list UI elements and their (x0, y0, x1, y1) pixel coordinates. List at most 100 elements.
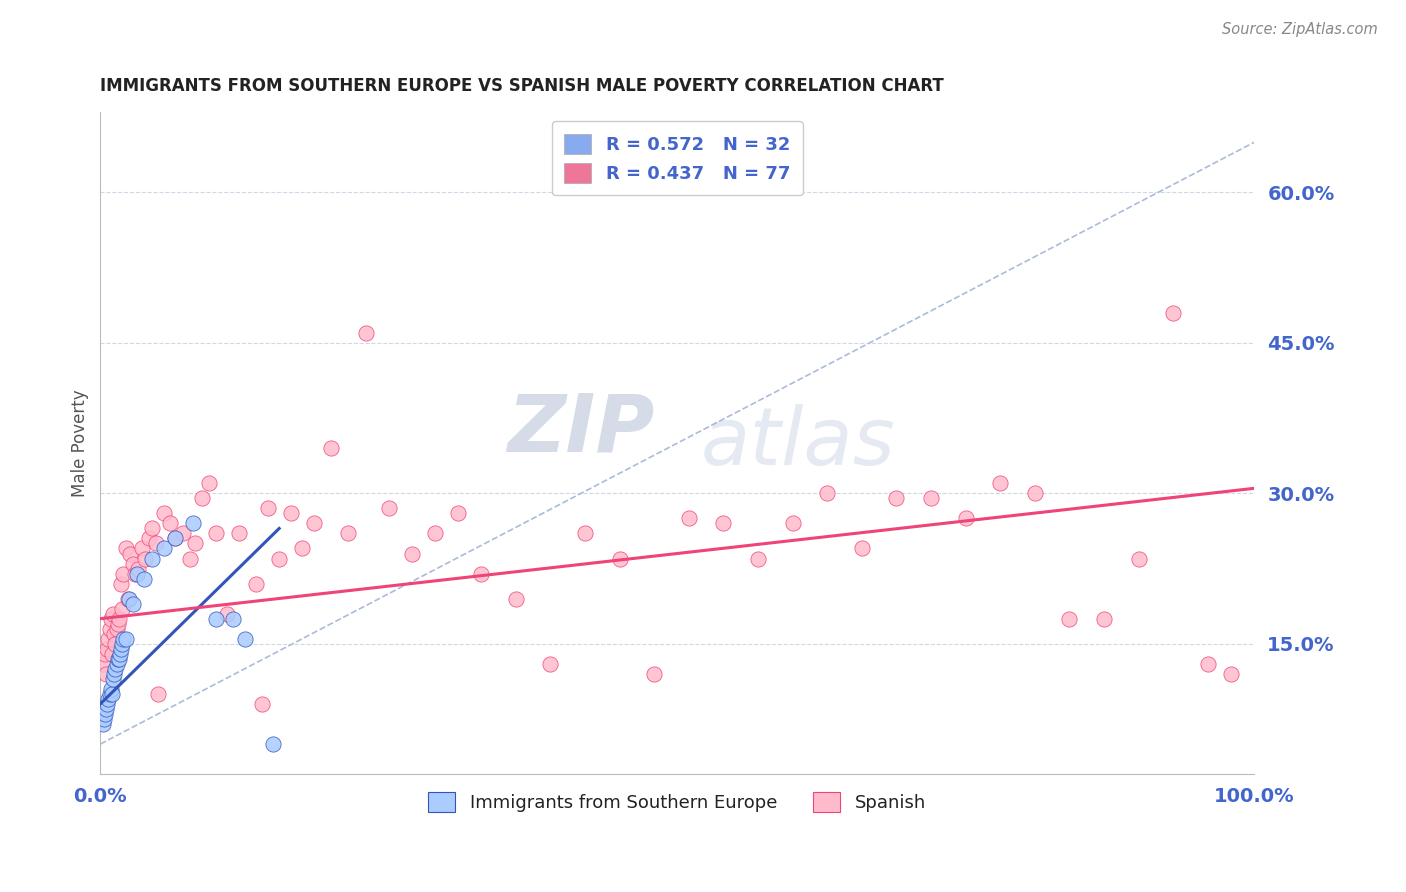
Point (134, 572, 156, 586)
Point (159, 516, 181, 531)
Point (191, 491, 214, 506)
Point (574, 526, 596, 541)
Point (217, 607, 239, 621)
Point (98, 622, 121, 636)
Point (228, 526, 250, 541)
Point (1092, 612, 1115, 626)
Point (337, 526, 360, 541)
Point (955, 511, 977, 525)
Point (127, 561, 149, 575)
Point (94, 647, 117, 661)
Point (886, 491, 908, 506)
Point (105, 622, 128, 636)
Point (94, 706, 117, 721)
Point (114, 632, 136, 646)
Point (145, 536, 167, 550)
Point (1024, 486, 1046, 500)
Point (678, 511, 700, 525)
Point (165, 532, 187, 546)
Point (108, 612, 131, 626)
Point (250, 697, 273, 711)
Point (782, 516, 804, 531)
Point (98, 687, 121, 701)
Point (101, 607, 124, 621)
Point (747, 551, 769, 566)
Point (256, 501, 278, 516)
Point (153, 541, 176, 556)
Point (815, 486, 838, 500)
Point (138, 532, 160, 546)
Point (108, 647, 131, 661)
Point (105, 657, 128, 671)
Point (269, 551, 291, 566)
Point (354, 326, 377, 340)
Point (920, 491, 942, 506)
Point (108, 652, 131, 666)
Point (643, 666, 665, 681)
Text: Source: ZipAtlas.com: Source: ZipAtlas.com (1222, 22, 1378, 37)
Point (134, 551, 156, 566)
Point (94, 666, 117, 681)
Point (447, 507, 470, 521)
Point (245, 576, 267, 591)
Point (538, 657, 561, 671)
Point (121, 597, 143, 611)
Point (153, 507, 176, 521)
Point (121, 557, 143, 571)
Point (988, 476, 1011, 491)
Point (127, 566, 149, 581)
Point (114, 541, 136, 556)
Point (233, 632, 256, 646)
Point (97, 632, 120, 646)
Point (110, 641, 132, 656)
Point (172, 526, 194, 541)
Point (423, 526, 446, 541)
Text: atlas: atlas (700, 404, 896, 483)
Point (131, 541, 153, 556)
Point (91, 717, 114, 731)
Point (110, 576, 132, 591)
Point (118, 591, 141, 606)
Point (141, 521, 163, 535)
Point (111, 601, 134, 615)
Point (1197, 657, 1219, 671)
Point (101, 647, 124, 661)
Point (470, 566, 492, 581)
Point (97, 692, 120, 706)
Point (101, 687, 124, 701)
Point (103, 626, 125, 640)
Point (100, 612, 122, 626)
Point (111, 637, 134, 651)
Point (204, 612, 226, 626)
Point (198, 476, 221, 491)
Point (609, 551, 631, 566)
Point (262, 737, 284, 751)
Point (280, 507, 302, 521)
Point (319, 441, 342, 455)
Point (291, 541, 314, 556)
Point (112, 632, 135, 646)
Point (401, 547, 423, 561)
Point (302, 516, 325, 531)
Point (146, 687, 169, 701)
Point (165, 532, 187, 546)
Point (120, 547, 142, 561)
Point (1128, 551, 1150, 566)
Legend: Immigrants from Southern Europe, Spanish: Immigrants from Southern Europe, Spanish (419, 783, 935, 822)
Point (93, 712, 115, 726)
Point (96, 697, 118, 711)
Point (104, 637, 127, 651)
Point (91, 657, 114, 671)
Point (124, 566, 146, 581)
Point (94, 702, 117, 716)
Point (112, 566, 135, 581)
Text: IMMIGRANTS FROM SOUTHERN EUROPE VS SPANISH MALE POVERTY CORRELATION CHART: IMMIGRANTS FROM SOUTHERN EUROPE VS SPANI… (100, 78, 943, 95)
Point (117, 591, 139, 606)
Point (141, 551, 163, 566)
Point (103, 666, 125, 681)
Point (1220, 666, 1243, 681)
Point (711, 516, 734, 531)
Point (100, 681, 122, 696)
Point (101, 672, 124, 686)
Point (851, 541, 873, 556)
